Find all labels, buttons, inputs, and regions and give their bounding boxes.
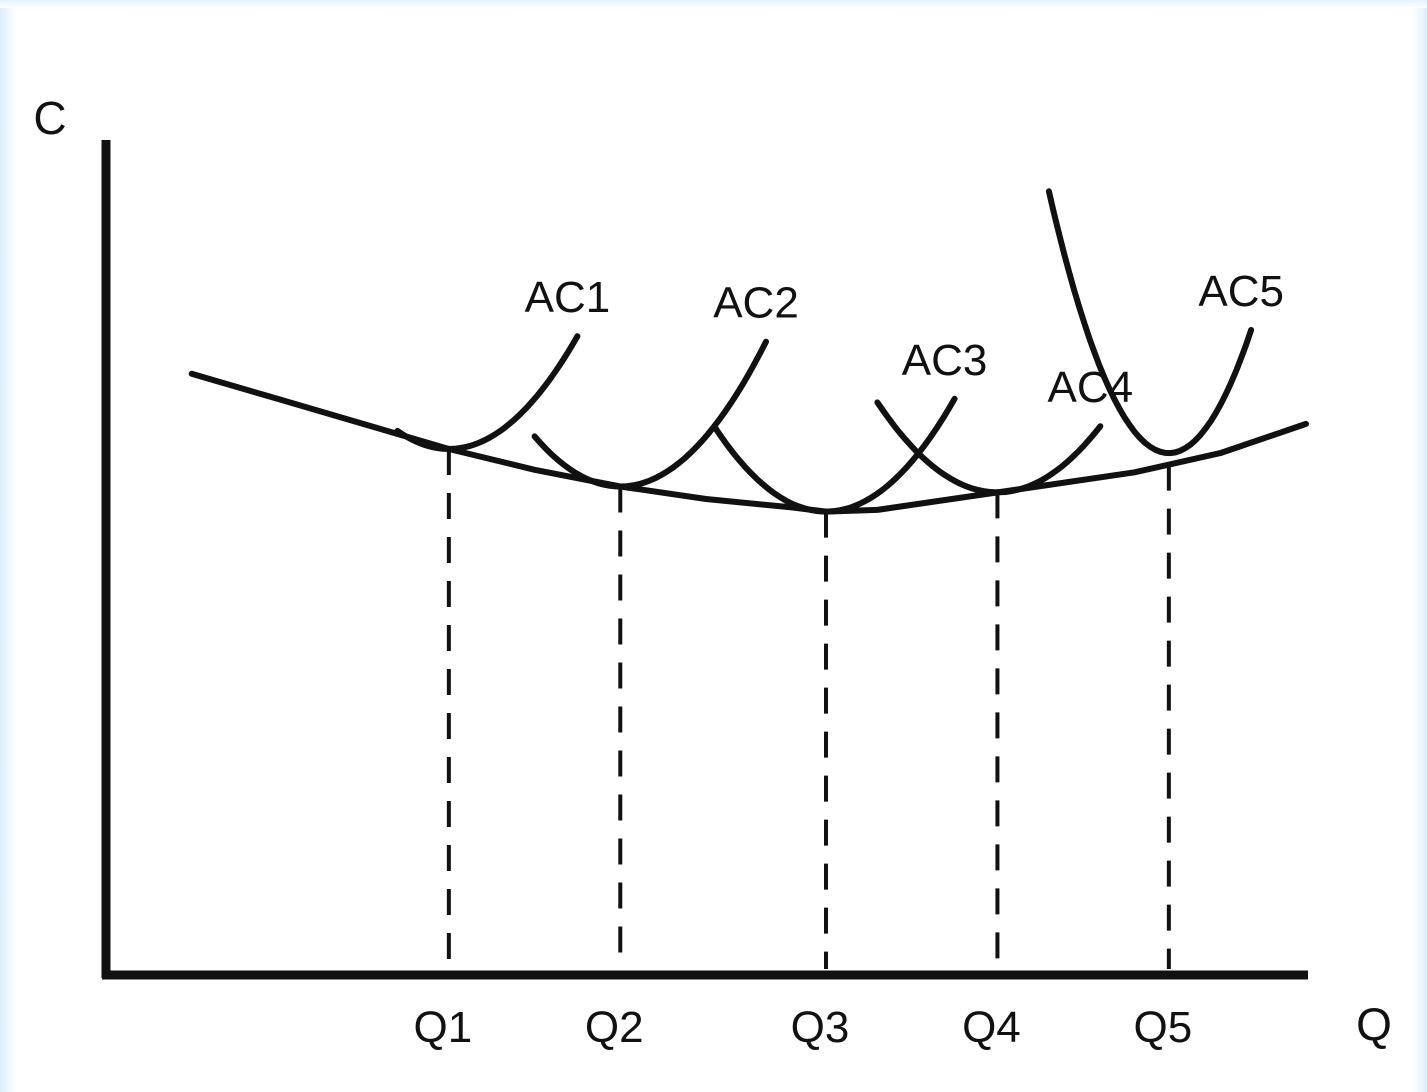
- label-ac4: AC4: [1047, 363, 1133, 412]
- label-ac1: AC1: [525, 273, 611, 322]
- labels-layer: AC1 AC2 AC3 AC4 AC5: [525, 267, 1284, 412]
- tick-label-q3: Q3: [791, 1003, 850, 1052]
- tick-label-q4: Q4: [962, 1003, 1021, 1052]
- long-run-average-cost-curve: [188, 370, 1309, 515]
- curves-layer: [188, 188, 1309, 515]
- curve-ac4: [874, 399, 1104, 496]
- curve-ac2: [531, 338, 769, 490]
- tick-label-q5: Q5: [1134, 1003, 1193, 1052]
- curve-ac1: [394, 333, 581, 452]
- dashed-guides-layer: [446, 448, 1171, 969]
- tick-label-q1: Q1: [414, 1003, 473, 1052]
- curve-ac3: [711, 395, 958, 515]
- curve-ac5: [1045, 188, 1255, 457]
- label-ac5: AC5: [1198, 267, 1284, 316]
- label-ac2: AC2: [713, 279, 799, 328]
- y-axis-label: C: [33, 92, 66, 144]
- label-ac3: AC3: [902, 336, 988, 385]
- x-axis-label: Q: [1356, 998, 1392, 1050]
- tick-labels-layer: Q1 Q2 Q3 Q4 Q5: [414, 1003, 1193, 1052]
- tick-label-q2: Q2: [585, 1003, 644, 1052]
